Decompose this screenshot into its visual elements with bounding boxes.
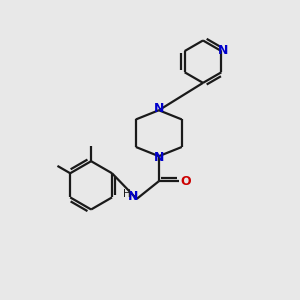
Text: N: N xyxy=(128,190,138,203)
Text: O: O xyxy=(181,175,191,188)
Text: N: N xyxy=(218,44,228,57)
Text: H: H xyxy=(124,189,131,199)
Text: N: N xyxy=(154,151,164,164)
Text: N: N xyxy=(154,102,164,115)
